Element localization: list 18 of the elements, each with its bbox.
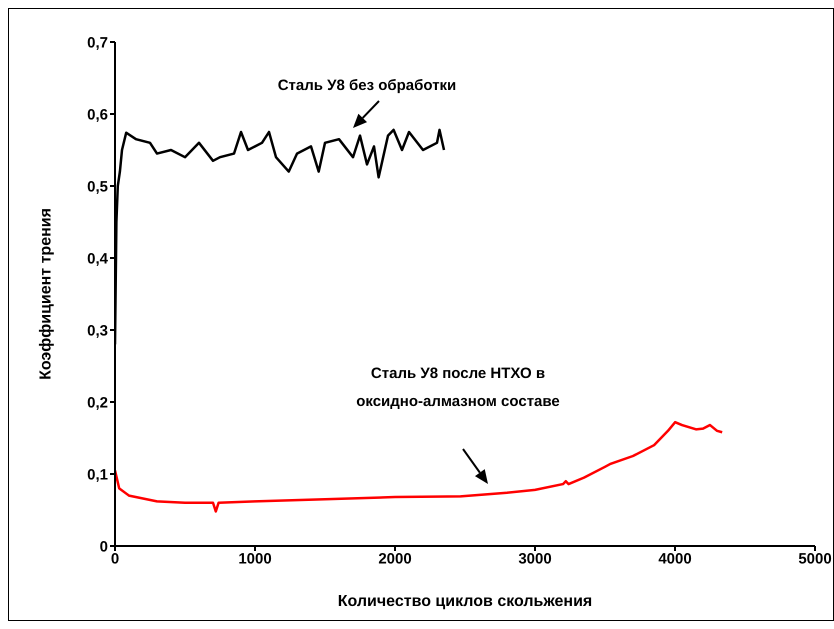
y-tick-label: 0 xyxy=(100,538,108,556)
y-tick-label: 0,4 xyxy=(87,250,109,268)
x-tick-label: 1000 xyxy=(238,550,272,568)
y-tick-label: 0,1 xyxy=(87,466,108,484)
annotation: Сталь У8 без обработки xyxy=(278,77,456,94)
y-tick-label: 0,7 xyxy=(87,34,108,52)
y-tick-label: 0,6 xyxy=(87,106,108,124)
x-axis-title: Количество циклов скольжения xyxy=(338,593,592,610)
annotation: Сталь У8 после НТХО в оксидно-алмазном составе xyxy=(356,365,560,410)
y-tick-label: 0,5 xyxy=(87,178,108,196)
x-tick-label: 5000 xyxy=(798,550,832,568)
y-tick-label: 0,2 xyxy=(87,394,108,412)
x-tick-label: 3000 xyxy=(518,550,552,568)
x-tick-label: 2000 xyxy=(378,550,412,568)
x-tick-label: 4000 xyxy=(658,550,692,568)
y-axis-title: Коэффициент трения xyxy=(38,208,55,380)
y-tick-label: 0,3 xyxy=(87,322,108,340)
x-tick-label: 0 xyxy=(110,550,120,568)
